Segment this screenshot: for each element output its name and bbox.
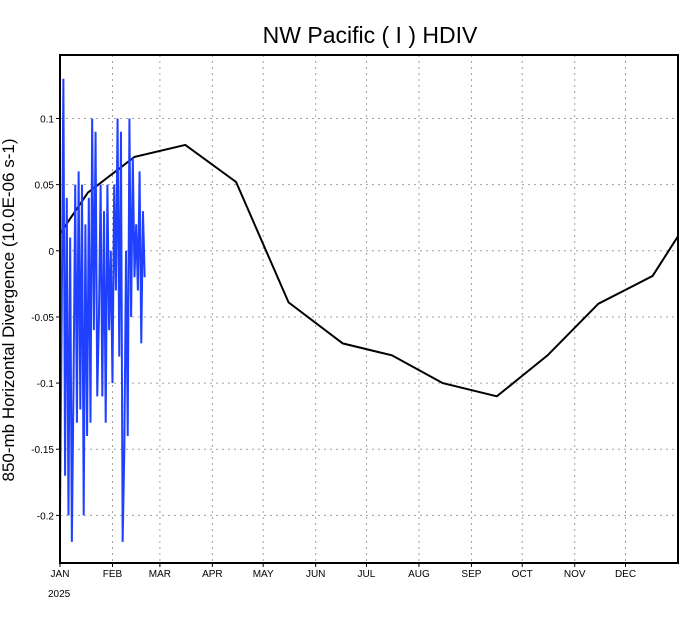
x-tick-label: APR	[202, 569, 223, 580]
series-line-daily-2025	[59, 78, 146, 542]
y-tick-label: 0.1	[40, 115, 54, 126]
x-tick-label: DEC	[615, 569, 636, 580]
y-tick-label: -0.2	[37, 511, 55, 522]
x-tick-label: NOV	[564, 569, 586, 580]
y-tick-label: -0.15	[31, 445, 54, 456]
x-tick-label: JAN	[51, 569, 70, 580]
x-tick-label: JUN	[306, 569, 325, 580]
x-tick-label: JUL	[358, 569, 376, 580]
chart-title: NW Pacific ( I ) HDIV	[263, 22, 478, 48]
x-tick-label: SEP	[461, 569, 481, 580]
year-label: 2025	[48, 589, 71, 600]
x-tick-label: FEB	[103, 569, 123, 580]
plot-frame	[59, 54, 679, 564]
series-line-climatology	[59, 143, 679, 398]
y-tick-label: 0	[48, 247, 54, 258]
x-tick-label: MAY	[253, 569, 274, 580]
y-axis-label: 850-mb Horizontal Divergence (10.0E-06 s…	[0, 139, 18, 482]
x-tick-label: OCT	[512, 569, 533, 580]
y-tick-label: 0.05	[35, 181, 55, 192]
x-tick-label: AUG	[408, 569, 430, 580]
x-tick-label: MAR	[149, 569, 171, 580]
y-tick-label: -0.05	[31, 313, 54, 324]
y-tick-label: -0.1	[37, 379, 55, 390]
